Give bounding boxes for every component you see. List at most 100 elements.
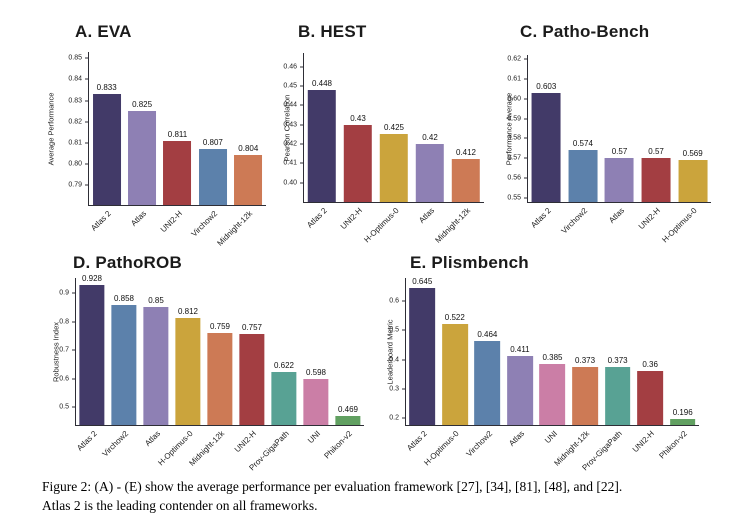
y-tick-label: 0.8	[59, 318, 69, 326]
plot-area: 0.2 0.3 0.4 0.5 0.6 0.645 Atlas 2 0.522 H-Optimu…	[389, 277, 699, 472]
y-axis-label: Average Performance	[46, 92, 56, 166]
y-tick-mark	[85, 121, 89, 123]
y-tick-mark	[72, 349, 76, 351]
y-tick-mark	[524, 78, 528, 80]
bar-slot: 0.833 Atlas 2	[89, 52, 124, 233]
x-tick-label-text: Phikon-v2	[322, 429, 355, 461]
bar	[303, 379, 329, 425]
y-tick-label: 0.85	[68, 54, 82, 62]
bar	[239, 333, 265, 425]
y-tick-mark	[85, 78, 89, 80]
y-tick-label: 0.83	[68, 97, 82, 105]
bar-value-label: 0.57	[611, 147, 628, 157]
bar-slot: 0.42 Atlas	[412, 53, 448, 225]
x-tick-label-text: Phikon-v2	[657, 429, 690, 461]
y-tick-mark	[300, 162, 304, 164]
bar	[307, 89, 337, 202]
bar	[335, 415, 361, 425]
y-tick-label: 0.55	[507, 194, 521, 202]
caption-line-2: Atlas 2 is the leading contender on all …	[42, 498, 318, 514]
x-tick-label-text: Atlas 2	[304, 206, 329, 230]
y-tick-label: 0.6	[389, 297, 399, 305]
y-tick-mark	[300, 124, 304, 126]
x-tick-label-text: Virchow2	[559, 206, 590, 236]
bar	[641, 158, 671, 202]
bar	[531, 92, 561, 202]
y-tick-label: 0.84	[68, 75, 82, 83]
bar-value-label: 0.522	[444, 312, 465, 322]
y-tick-label: 0.4	[389, 356, 399, 364]
bar-slot: 0.858 Virchow2	[101, 278, 140, 459]
y-tick-label: 0.58	[507, 134, 521, 142]
y-tick-mark	[300, 104, 304, 106]
bar	[451, 159, 481, 202]
chart-title: C. Patho-Bench	[520, 22, 650, 41]
x-tick-label-text: Atlas	[417, 206, 437, 225]
bar	[507, 356, 533, 425]
chart-title: D. PathoROB	[73, 253, 182, 272]
bar	[379, 134, 409, 202]
bar-value-label: 0.85	[148, 296, 164, 306]
y-tick-mark	[524, 177, 528, 179]
y-tick-mark	[524, 197, 528, 199]
y-tick-mark	[524, 58, 528, 60]
bar-slot: 0.464 Virchow2	[464, 278, 504, 459]
bar-value-label: 0.36	[642, 360, 658, 370]
y-tick-label: 0.61	[507, 75, 521, 83]
y-tick-label: 0.57	[507, 154, 521, 162]
bar-slot: 0.411 Atlas	[504, 278, 537, 448]
chart-title: A. EVA	[75, 22, 132, 41]
x-tick-label-text: Atlas 2	[404, 429, 429, 453]
figure-caption: Figure 2: (A) - (E) show the average per…	[42, 477, 726, 515]
bar-value-label: 0.57	[648, 147, 664, 157]
x-tick-label-text: Atlas	[606, 206, 626, 225]
bar-value-label: 0.812	[177, 307, 199, 317]
bar	[409, 287, 436, 425]
bar-value-label: 0.569	[682, 149, 703, 159]
bar	[539, 363, 566, 425]
y-tick-label: 0.40	[283, 179, 297, 187]
chart-pathorob: D. PathoROB Robustness Index 0.5 0.6 0.7 0.…	[40, 248, 385, 474]
bar	[441, 323, 468, 425]
plot-area: 0.5 0.6 0.7 0.8 0.9 0.928 Atlas 2 0.858 Virchow2…	[59, 274, 364, 472]
chart-eva: A. EVA Average Performance 0.79 0.80 0.81 0…	[40, 12, 285, 248]
y-tick-mark	[402, 359, 406, 361]
x-tick-label-text: UNI	[306, 429, 323, 446]
bar	[207, 333, 233, 425]
x-tick-label-text: Midnight-12k	[433, 206, 473, 245]
bar-value-label: 0.42	[422, 132, 438, 142]
y-tick-label: 0.2	[389, 414, 399, 422]
x-tick-label-text: UNI2-H	[631, 429, 657, 455]
bar-value-label: 0.425	[383, 123, 405, 133]
y-tick-mark	[85, 184, 89, 186]
bar-slot: 0.57 Atlas	[601, 55, 638, 225]
bar-slot: 0.825 Atlas	[124, 52, 159, 228]
bar-value-label: 0.448	[311, 78, 333, 88]
x-tick-label-text: Atlas	[507, 429, 527, 448]
y-tick-mark	[402, 417, 406, 419]
bar-slot: 0.574 Virchow2	[560, 55, 602, 236]
bar-value-label: 0.759	[209, 322, 231, 332]
x-tick-label-text: Midnight-12k	[215, 209, 255, 248]
y-tick-mark	[85, 142, 89, 144]
y-tick-label: 0.81	[68, 139, 82, 147]
x-tick-label-text: Atlas	[129, 209, 149, 228]
bar-value-label: 0.603	[536, 81, 557, 91]
x-tick-label-text: H-Optimus-0	[660, 206, 700, 245]
bar-slot: 0.757 UNI2-H	[233, 278, 268, 454]
bar-value-label: 0.43	[350, 113, 366, 123]
bar-slot: 0.811 UNI2-H	[159, 52, 195, 234]
y-tick-mark	[402, 329, 406, 331]
y-tick-label: 0.60	[507, 95, 521, 103]
bar-value-label: 0.373	[575, 356, 596, 366]
bar	[175, 318, 201, 425]
bar-slot: 0.469 Phikon-v2	[323, 278, 364, 461]
bar-slot: 0.622 Prov-GigaPath	[247, 278, 300, 472]
bar-slot: 0.36 UNI2-H	[631, 278, 667, 454]
bar	[198, 149, 227, 205]
plot-area: 0.40 0.41 0.42 0.43 0.44 0.45 0.46 0.448 Atlas 2…	[283, 53, 484, 245]
bar-value-label: 0.622	[273, 361, 295, 371]
bar	[474, 340, 501, 425]
y-tick-label: 0.5	[59, 403, 69, 411]
bar	[637, 371, 663, 425]
